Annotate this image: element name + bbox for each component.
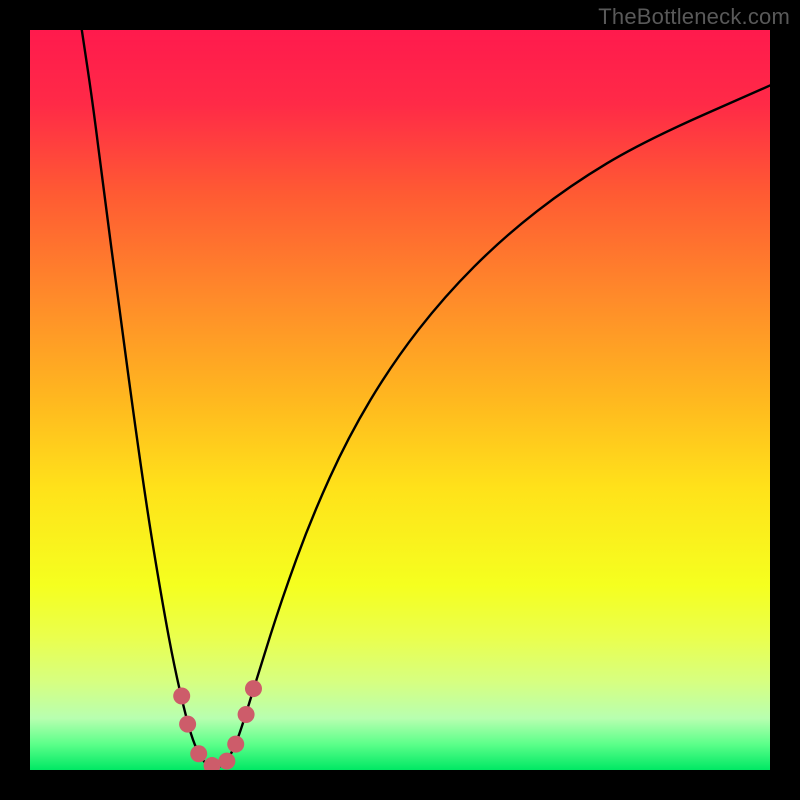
highlight-markers	[173, 680, 262, 770]
highlight-marker	[238, 706, 255, 723]
highlight-marker	[204, 757, 221, 770]
highlight-marker	[218, 753, 235, 770]
highlight-marker	[179, 716, 196, 733]
chart-svg	[30, 30, 770, 770]
highlight-marker	[227, 736, 244, 753]
chart-container: TheBottleneck.com	[0, 0, 800, 800]
highlight-marker	[190, 745, 207, 762]
bottleneck-curve	[82, 30, 770, 768]
watermark-text: TheBottleneck.com	[598, 4, 790, 30]
highlight-marker	[245, 680, 262, 697]
plot-area	[30, 30, 770, 770]
highlight-marker	[173, 688, 190, 705]
